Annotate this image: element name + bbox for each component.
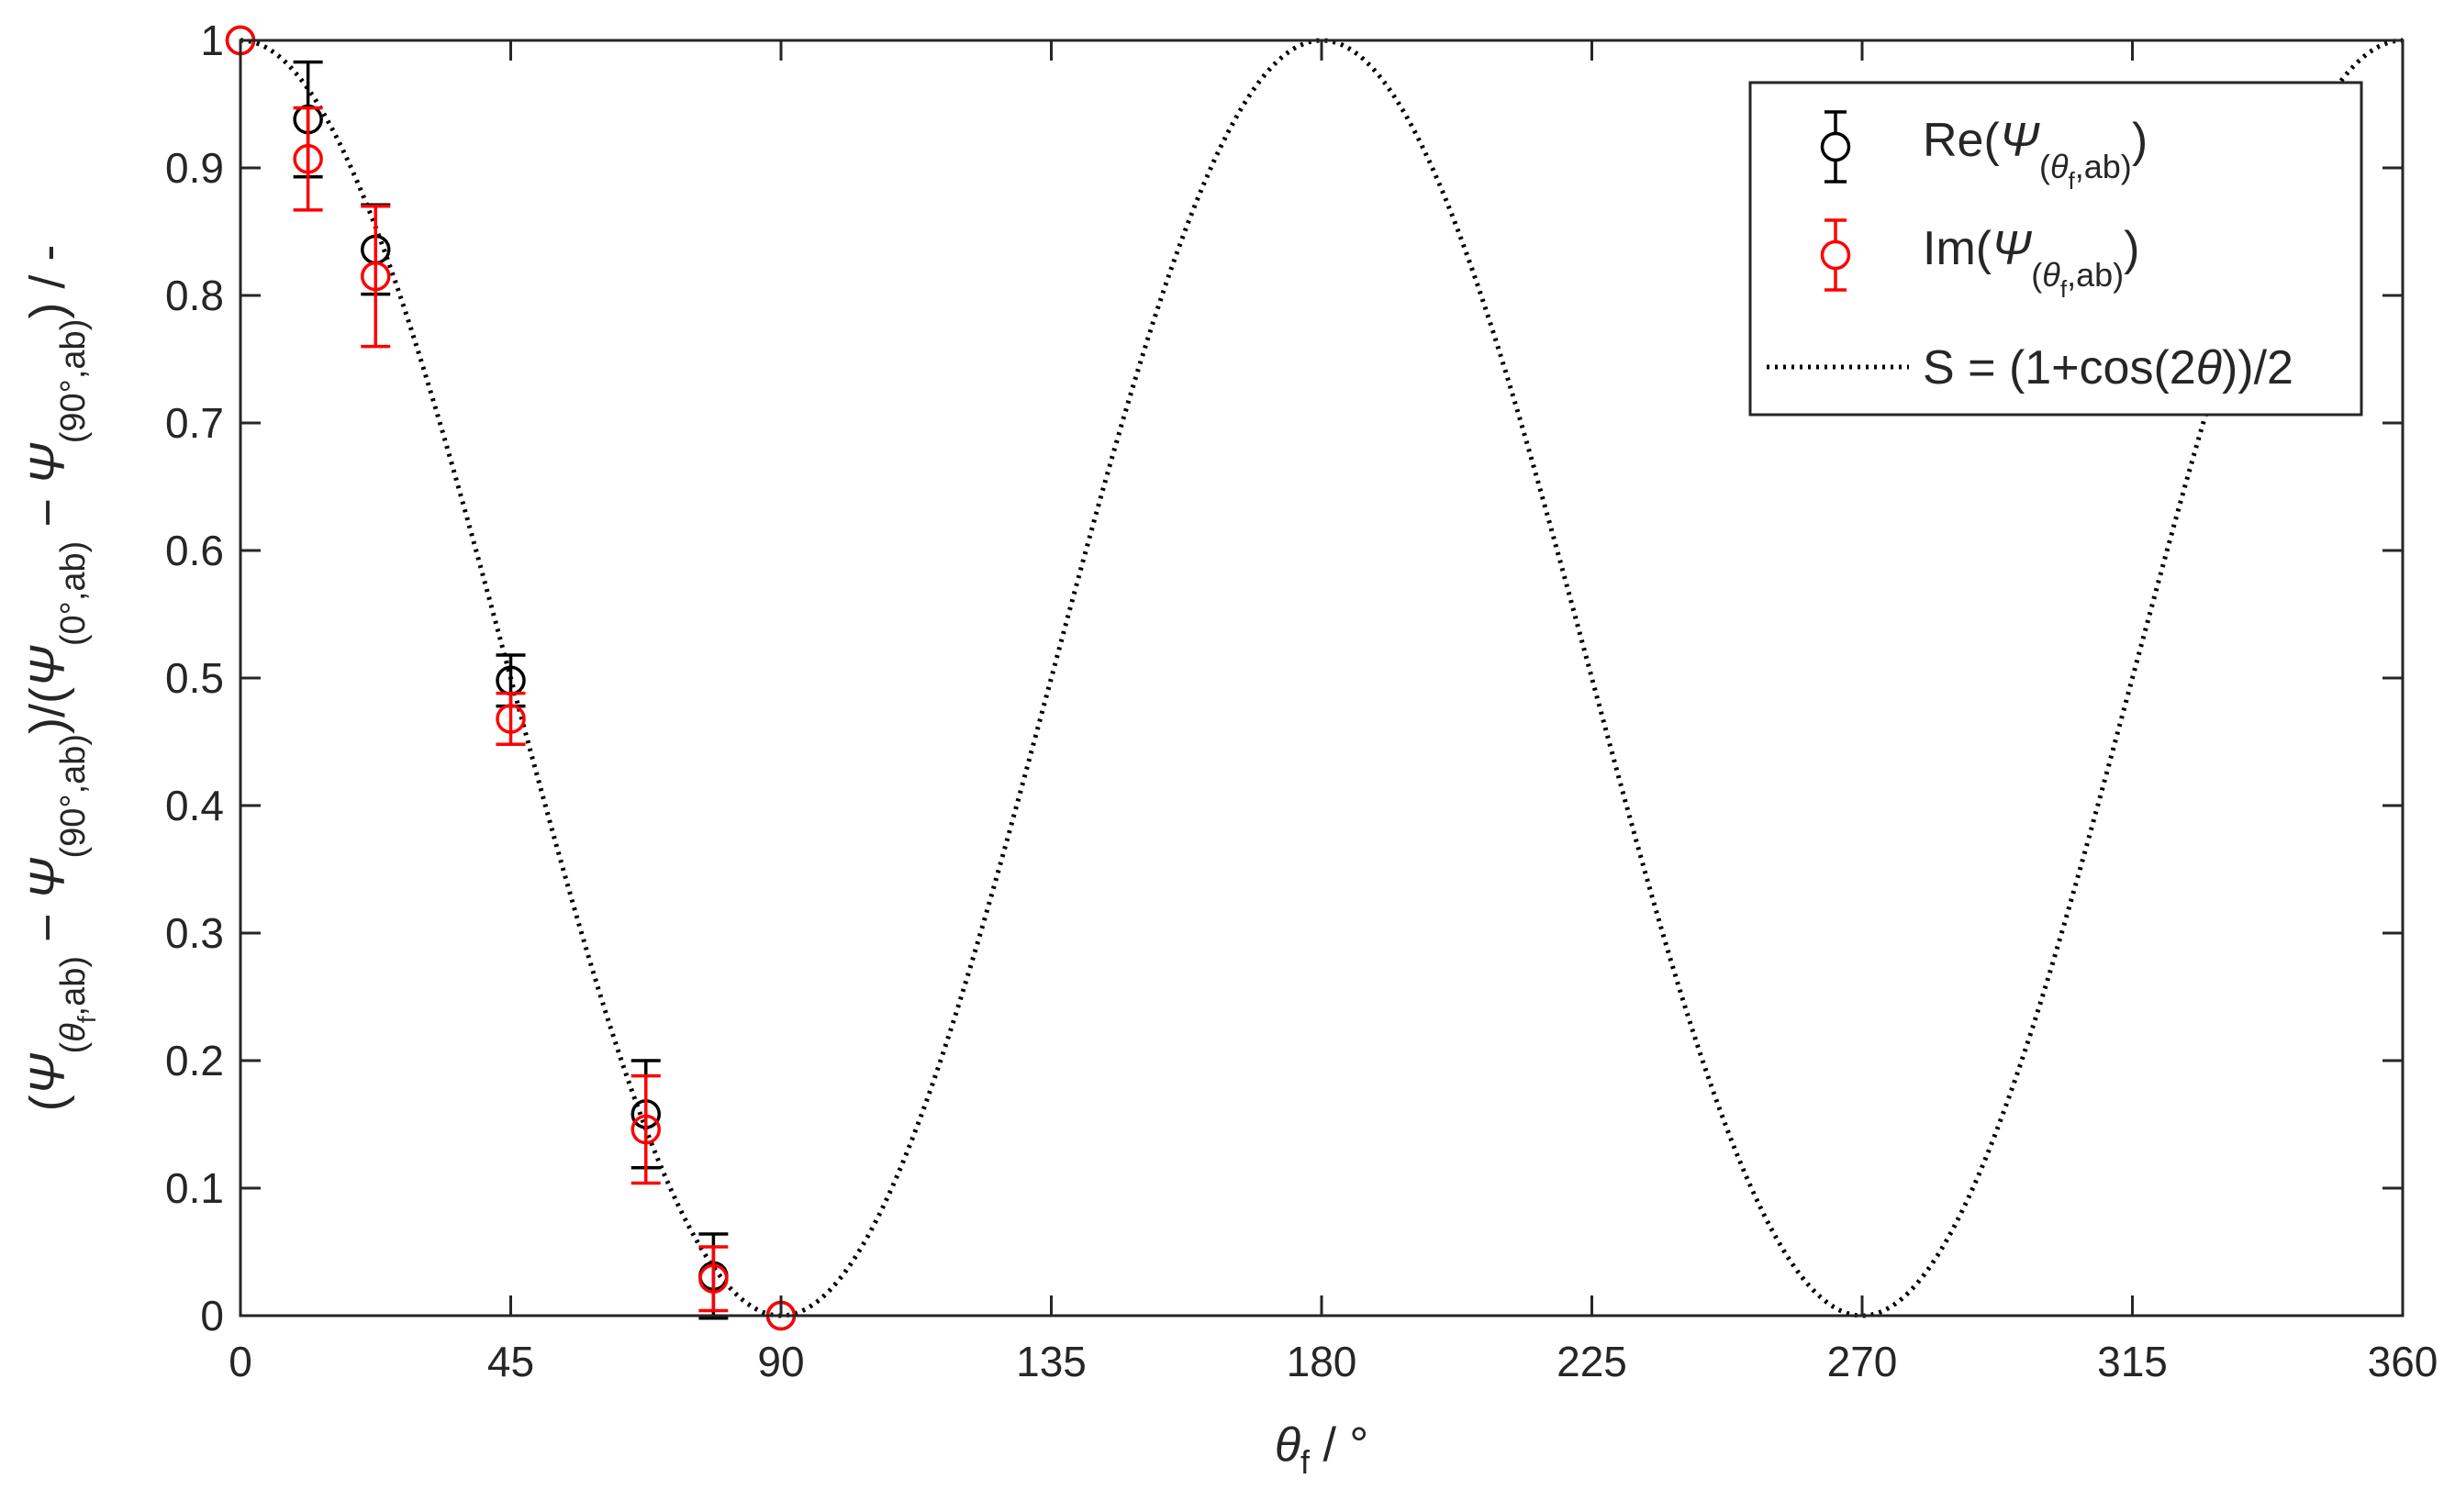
data-point-im [361,261,391,292]
legend-entry-curve: S = (1+cos(2θ))/2 [1767,341,2293,395]
y-axis-label-part: ( [54,1042,93,1054]
x-axis-label-theta: θ [1275,1418,1300,1472]
y-axis-label-part: ) / - [20,245,75,319]
y-tick-label: 0 [200,1292,224,1340]
legend-label-sub-f: f [2069,167,2076,195]
y-axis-label-part: Ψ [20,442,75,484]
y-tick-label: 0.4 [165,782,224,829]
y-axis-label-part: − [20,484,75,541]
legend-label-theta: θ [2196,341,2222,395]
y-axis-label-part: )/( [20,687,75,734]
x-tick-label: 90 [757,1338,804,1385]
y-axis-label-part: f [73,1016,101,1023]
legend-label-sub: ( [2039,148,2050,185]
legend-marker-re [1820,131,1851,162]
axes-group [239,39,2405,1317]
y-axis-label-part: Ψ [20,645,75,687]
legend-label-suffix: ))/2 [2222,341,2293,395]
y-tick-label: 0.7 [165,399,224,447]
legend-label-sub-rest: ,ab) [2075,148,2132,185]
y-tick-label: 0.6 [165,527,224,574]
y-axis-label-part: Ψ [20,857,75,899]
y-axis-label-part: θ [54,1023,93,1042]
legend-label-sub-theta: θ [2050,148,2069,185]
y-tick-label: 0.9 [165,144,224,192]
legend-label-curve: S = (1+cos(2θ))/2 [1923,341,2293,395]
x-tick-label: 0 [229,1338,252,1385]
x-tick-label: 45 [487,1338,534,1385]
y-tick-label: 0.2 [165,1037,224,1084]
tick-labels-group: 0 45 90 135 180 225 270 315 360 0 0.1 0.2 0.3 0.4 0.5 0… [165,17,2438,1385]
y-axis-label-part: ( [20,1095,75,1111]
legend-label-sub-f: f [2060,275,2068,303]
legend-entry-re: Re(Ψ(θf,ab)) [1820,110,2148,195]
data-point-im [698,1263,729,1294]
legend-label-suffix: ) [2124,222,2139,275]
legend-label-sub: ( [2031,256,2042,294]
legend-label-suffix: ) [2132,114,2148,167]
axis-labels-group: θf / °(Ψ(θf,ab) − Ψ(90°,ab))/(Ψ(0°,ab) −… [20,245,1368,1481]
data-point-im [630,1114,661,1145]
y-axis-label-part: Ψ [20,1052,75,1095]
x-axis-label-unit: / ° [1310,1418,1368,1472]
legend-label-psi: Ψ [1992,222,2032,275]
model-curve-group [240,38,2404,1318]
y-axis-label-part: (0°,ab) [54,541,93,646]
legend-label-prefix: Re( [1923,114,2000,167]
x-tick-label: 315 [2097,1338,2168,1385]
legend-label-sub-rest: ,ab) [2067,256,2124,294]
data-series-group [225,25,797,1331]
y-axis-label-part: (90°,ab) [54,319,93,444]
y-axis-label-part: − [20,899,75,956]
legend-label-sub-theta: θ [2042,256,2060,294]
x-tick-label: 135 [1016,1338,1087,1385]
data-point-im [293,144,323,174]
y-tick-label: 0.8 [165,272,224,319]
y-axis-label: (Ψ(θf,ab) − Ψ(90°,ab))/(Ψ(0°,ab) − Ψ(90°… [20,245,101,1112]
y-tick-label: 0.3 [165,909,224,957]
y-axis-label-part: ,ab) [54,956,93,1016]
x-axis-label: θf / ° [1275,1418,1368,1481]
legend-entry-im: Im(Ψ(θf,ab)) [1820,218,2139,303]
legend-label-im: Im(Ψ(θf,ab)) [1923,222,2139,303]
x-axis-label-sub: f [1300,1443,1311,1481]
x-tick-label: 270 [1827,1338,1898,1385]
legend-label-prefix: S = (1+cos(2 [1923,341,2196,395]
legend-marker-im [1820,239,1851,271]
x-tick-label: 360 [2368,1338,2438,1385]
y-tick-label: 0.1 [165,1164,224,1212]
legend: Re(Ψ(θf,ab))Im(Ψ(θf,ab))S = (1+cos(2θ))/… [1748,81,2363,417]
legend-label-re: Re(Ψ(θf,ab)) [1923,114,2148,195]
legend-label-psi: Ψ [2000,114,2040,167]
y-tick-label: 1 [200,17,224,64]
legend-label-prefix: Im( [1923,222,1992,275]
data-point-im [496,704,526,734]
x-tick-label: 180 [1287,1338,1357,1385]
x-tick-label: 225 [1557,1338,1627,1385]
model-curve-line [240,38,2404,1318]
y-axis-label-part: (90°,ab) [54,734,93,859]
y-tick-label: 0.5 [165,654,224,702]
legend-box [1748,81,2363,417]
